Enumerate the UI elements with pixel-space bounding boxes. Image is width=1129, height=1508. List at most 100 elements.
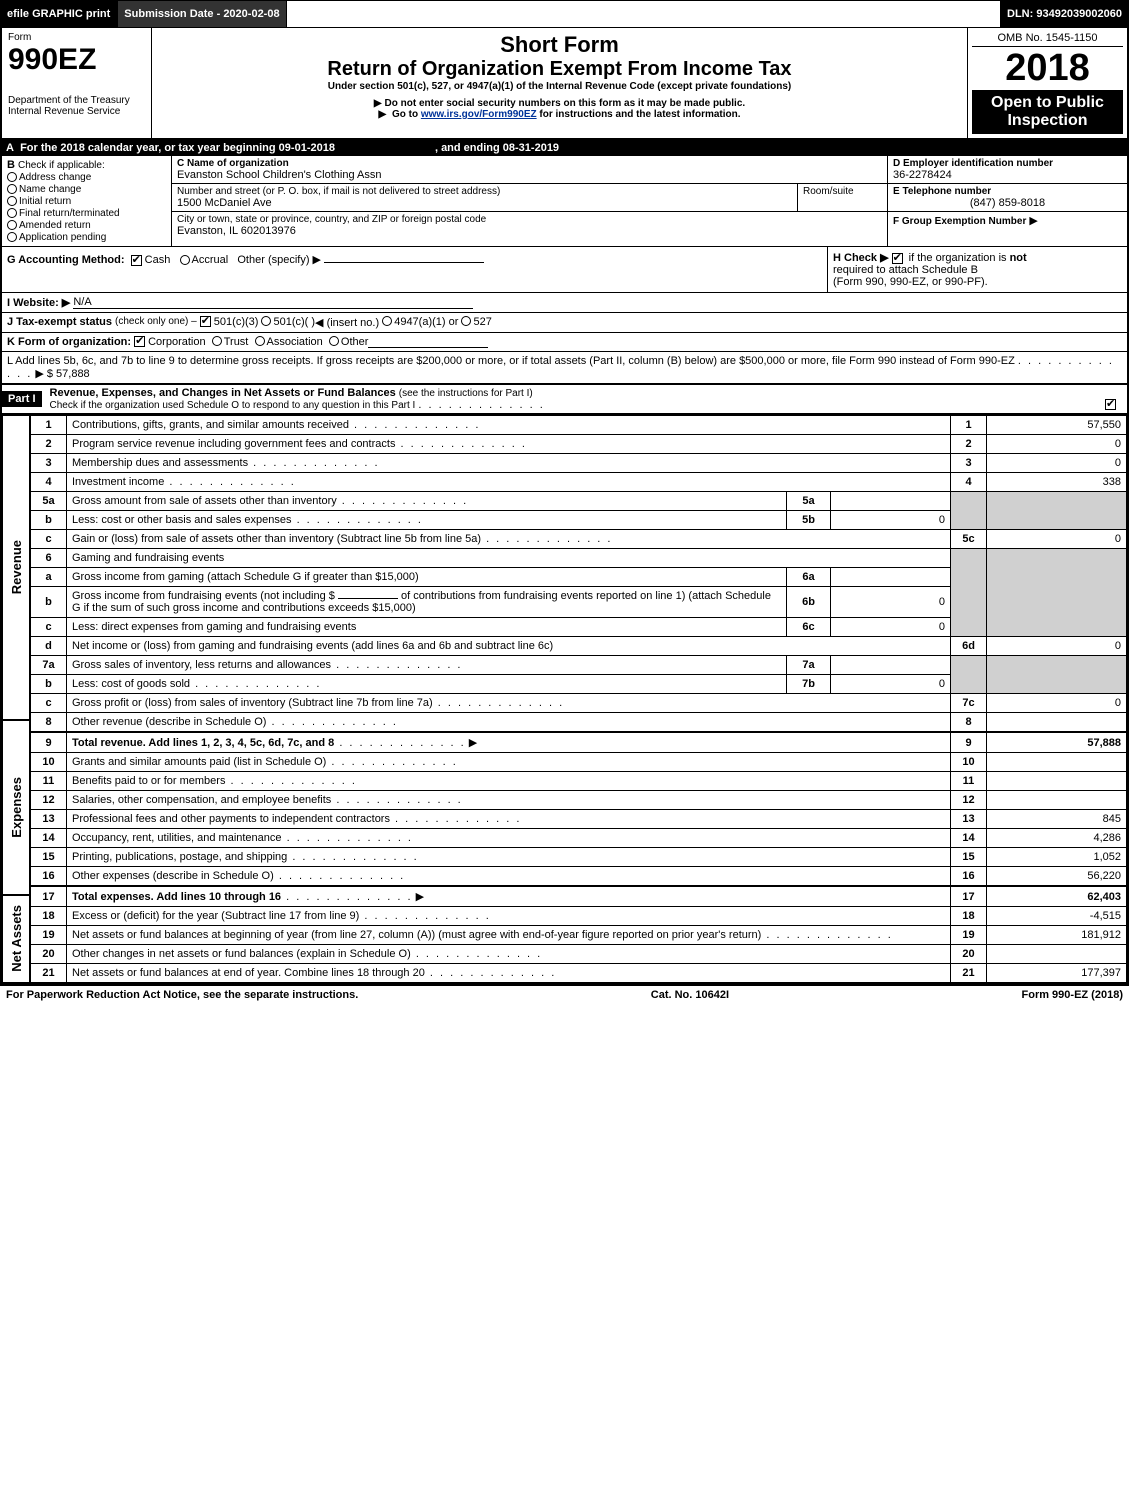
l-text: L Add lines 5b, 6c, and 7b to line 9 to … — [7, 355, 1015, 367]
arrow-icon — [378, 109, 389, 120]
box-b-label: Check if applicable: — [18, 160, 105, 171]
open-to-public: Open to Public Inspection — [976, 94, 1119, 130]
l6a-desc: Gross income from gaming (attach Schedul… — [72, 571, 419, 583]
lines-wrapper: Revenue Expenses Net Assets 1Contributio… — [0, 415, 1129, 985]
cash-checkbox[interactable] — [131, 255, 142, 266]
k-assoc-radio[interactable] — [255, 336, 265, 346]
k-trust: Trust — [224, 336, 249, 348]
irs-link[interactable]: www.irs.gov/Form990EZ — [421, 109, 537, 120]
table-row: 21Net assets or fund balances at end of … — [31, 964, 1127, 983]
form-id-col: Form 990EZ Department of the Treasury In… — [2, 28, 152, 138]
l7b-desc: Less: cost of goods sold — [72, 678, 190, 690]
tax-year: 2018 — [972, 47, 1123, 90]
k-label: K Form of organization: — [7, 336, 131, 348]
opt-name: Name change — [19, 184, 81, 195]
dln: DLN: 93492039002060 — [1000, 0, 1129, 28]
l5c-amt: 0 — [987, 530, 1127, 549]
name-change-radio[interactable] — [7, 184, 17, 194]
table-row: 2Program service revenue including gover… — [31, 435, 1127, 454]
table-row: 18Excess or (deficit) for the year (Subt… — [31, 907, 1127, 926]
l13-desc: Professional fees and other payments to … — [72, 813, 390, 825]
page-footer: For Paperwork Reduction Act Notice, see … — [0, 985, 1129, 1004]
goto-line: Go to www.irs.gov/Form990EZ for instruct… — [160, 109, 959, 120]
l10-desc: Grants and similar amounts paid (list in… — [72, 756, 326, 768]
j-o2: 501(c)( ) — [273, 316, 315, 329]
opt-amend: Amended return — [19, 220, 91, 231]
j-o1: 501(c)(3) — [214, 316, 259, 329]
final-return-radio[interactable] — [7, 208, 17, 218]
table-row: 17Total expenses. Add lines 10 through 1… — [31, 886, 1127, 907]
k-corp-check[interactable] — [134, 336, 145, 347]
line-g: G Accounting Method: Cash Accrual Other … — [2, 247, 827, 292]
top-bar: efile GRAPHIC print Submission Date - 20… — [0, 0, 1129, 28]
table-row: cGross profit or (loss) from sales of in… — [31, 694, 1127, 713]
l5a-desc: Gross amount from sale of assets other t… — [72, 495, 337, 507]
l6b-sv: 0 — [831, 587, 951, 618]
l6b-sub: 6b — [787, 587, 831, 618]
ssn-warning: Do not enter social security numbers on … — [160, 98, 959, 109]
table-row: 14Occupancy, rent, utilities, and mainte… — [31, 829, 1127, 848]
l14-amt: 4,286 — [987, 829, 1127, 848]
part1-header: Part I Revenue, Expenses, and Changes in… — [0, 383, 1129, 415]
form-header: Form 990EZ Department of the Treasury In… — [0, 28, 1129, 140]
addr-change-radio[interactable] — [7, 172, 17, 182]
i-label: I Website: ▶ — [7, 296, 70, 309]
l16-desc: Other expenses (describe in Schedule O) — [72, 870, 274, 882]
g-accrual: Accrual — [192, 254, 229, 266]
j-527-radio[interactable] — [461, 316, 471, 326]
g-cash: Cash — [145, 254, 171, 266]
j-501c3-check[interactable] — [200, 316, 211, 327]
open-inspection: Open to Public Inspection — [972, 90, 1123, 134]
amended-return-radio[interactable] — [7, 220, 17, 230]
part1-checkbox[interactable] — [1105, 399, 1116, 410]
l11-desc: Benefits paid to or for members — [72, 775, 225, 787]
table-row: 13Professional fees and other payments t… — [31, 810, 1127, 829]
table-row: 8Other revenue (describe in Schedule O)8 — [31, 713, 1127, 733]
submission-date: Submission Date - 2020-02-08 — [117, 0, 286, 28]
j-o3: 4947(a)(1) or — [394, 316, 458, 329]
org-name: Evanston School Children's Clothing Assn — [177, 169, 882, 181]
j-4947-radio[interactable] — [382, 316, 392, 326]
l4-amt: 338 — [987, 473, 1127, 492]
opt-pend: Application pending — [19, 232, 106, 243]
footer-right: Form 990-EZ (2018) — [1022, 989, 1123, 1001]
website-value: N/A — [73, 296, 473, 309]
period-bar: A For the 2018 calendar year, or tax yea… — [0, 140, 1129, 156]
l19-amt: 181,912 — [987, 926, 1127, 945]
k-other-radio[interactable] — [329, 336, 339, 346]
table-row: 12Salaries, other compensation, and empl… — [31, 791, 1127, 810]
l9-amt: 57,888 — [987, 732, 1127, 753]
g-other-blank[interactable] — [324, 262, 484, 263]
l5b-desc: Less: cost or other basis and sales expe… — [72, 514, 292, 526]
h-not: not — [1010, 252, 1027, 264]
l-amount: $ 57,888 — [47, 368, 90, 380]
h-label: H Check ▶ — [833, 252, 889, 264]
street-label: Number and street (or P. O. box, if mail… — [177, 186, 792, 197]
period-text-a: For the 2018 calendar year, or tax year … — [20, 142, 335, 154]
omb-number: OMB No. 1545-1150 — [972, 32, 1123, 47]
j-ins: ◀ (insert no.) — [315, 316, 379, 329]
k-trust-radio[interactable] — [212, 336, 222, 346]
part1-dots — [418, 399, 544, 411]
footer-left: For Paperwork Reduction Act Notice, see … — [6, 989, 358, 1001]
form-word: Form — [8, 32, 145, 43]
j-label: J Tax-exempt status — [7, 316, 112, 329]
app-pending-radio[interactable] — [7, 232, 17, 242]
initial-return-radio[interactable] — [7, 196, 17, 206]
j-hint: (check only one) – — [115, 316, 197, 329]
table-row: 20Other changes in net assets or fund ba… — [31, 945, 1127, 964]
j-501c-radio[interactable] — [261, 316, 271, 326]
k-other-blank[interactable] — [368, 336, 488, 348]
l6c-desc: Less: direct expenses from gaming and fu… — [72, 621, 356, 633]
l20-amt — [987, 945, 1127, 964]
table-row: 5aGross amount from sale of assets other… — [31, 492, 1127, 511]
l7c-desc: Gross profit or (loss) from sales of inv… — [72, 697, 433, 709]
h-checkbox[interactable] — [892, 253, 903, 264]
room-suite: Room/suite — [797, 184, 887, 211]
box-c: C Name of organization Evanston School C… — [172, 156, 887, 246]
table-row: cGain or (loss) from sale of assets othe… — [31, 530, 1127, 549]
accrual-radio[interactable] — [180, 255, 190, 265]
part1-hint: (see the instructions for Part I) — [399, 388, 533, 399]
table-row: 11Benefits paid to or for members11 — [31, 772, 1127, 791]
l3-desc: Membership dues and assessments — [72, 457, 248, 469]
